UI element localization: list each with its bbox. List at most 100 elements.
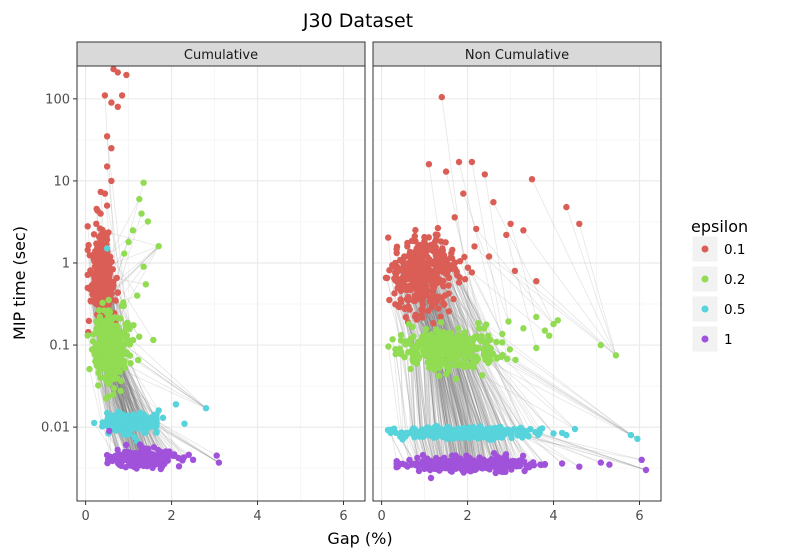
data-point-epsilon-0-1 xyxy=(441,301,448,308)
data-point-epsilon-0-2 xyxy=(487,336,494,344)
connector-line xyxy=(108,245,159,266)
data-point-epsilon-1 xyxy=(638,456,645,463)
connector-line xyxy=(106,205,134,341)
data-point-epsilon-0-1 xyxy=(412,226,419,234)
data-point-epsilon-1 xyxy=(149,464,156,471)
data-point-epsilon-0-2 xyxy=(113,322,121,329)
data-point-epsilon-0-1 xyxy=(533,278,540,285)
data-point-epsilon-0-2 xyxy=(407,365,414,373)
data-point-epsilon-1 xyxy=(454,463,461,470)
data-point-epsilon-0-1 xyxy=(449,246,456,254)
x-tick-label: 4 xyxy=(253,509,261,524)
data-point-epsilon-0-2 xyxy=(98,356,105,363)
data-point-epsilon-0-2 xyxy=(493,338,500,346)
data-point-epsilon-0-5 xyxy=(532,429,539,436)
data-point-epsilon-0-5 xyxy=(104,409,111,417)
data-point-epsilon-0-2 xyxy=(99,333,107,340)
data-point-epsilon-0-2 xyxy=(554,317,561,324)
data-point-epsilon-0-5 xyxy=(402,432,409,440)
data-point-epsilon-1 xyxy=(473,458,480,465)
data-point-epsilon-0-1 xyxy=(114,103,122,111)
data-point-epsilon-0-1 xyxy=(409,256,416,263)
data-point-epsilon-0-2 xyxy=(505,318,512,325)
data-point-epsilon-0-1 xyxy=(90,256,98,263)
connector-line xyxy=(147,427,170,452)
legend-key-dot xyxy=(701,275,709,283)
facet-non-cumulative: Non Cumulative xyxy=(372,41,662,502)
data-point-epsilon-0-1 xyxy=(108,177,115,185)
connector-line xyxy=(467,267,503,335)
data-point-epsilon-0-2 xyxy=(612,352,620,359)
data-point-epsilon-0-5 xyxy=(411,425,418,432)
data-point-epsilon-0-2 xyxy=(142,281,149,288)
connector-line xyxy=(150,417,217,456)
data-point-epsilon-0-5 xyxy=(181,420,188,427)
data-point-epsilon-0-1 xyxy=(471,243,478,250)
data-point-epsilon-0-2 xyxy=(138,210,145,217)
data-point-epsilon-0-2 xyxy=(512,356,519,364)
data-point-epsilon-0-2 xyxy=(457,341,464,348)
data-point-epsilon-0-2 xyxy=(86,365,93,373)
connector-line xyxy=(432,364,444,435)
data-point-epsilon-1 xyxy=(116,461,123,468)
data-point-epsilon-0-5 xyxy=(141,429,148,436)
connector-line xyxy=(439,358,460,437)
data-point-epsilon-0-1 xyxy=(114,69,122,76)
data-point-epsilon-1 xyxy=(472,466,479,473)
connector-line xyxy=(89,369,103,427)
data-point-epsilon-0-1 xyxy=(386,267,393,274)
connector-line xyxy=(452,355,480,435)
connector-line xyxy=(93,422,118,460)
data-point-epsilon-0-2 xyxy=(127,360,134,367)
data-point-epsilon-0-2 xyxy=(533,313,540,321)
connector-line xyxy=(446,365,469,436)
data-point-epsilon-0-2 xyxy=(110,391,117,398)
data-point-epsilon-0-1 xyxy=(102,257,109,264)
data-point-epsilon-0-2 xyxy=(108,376,115,383)
data-point-epsilon-0-1 xyxy=(86,252,93,259)
data-point-epsilon-0-1 xyxy=(442,168,450,175)
data-point-epsilon-0-1 xyxy=(404,243,411,250)
data-point-epsilon-0-1 xyxy=(485,253,493,260)
data-point-epsilon-0-2 xyxy=(117,315,124,322)
data-point-epsilon-0-1 xyxy=(404,268,411,275)
data-point-epsilon-1 xyxy=(103,451,111,459)
data-point-epsilon-0-1 xyxy=(101,283,109,291)
connector-line xyxy=(156,423,220,463)
data-point-epsilon-0-1 xyxy=(109,284,117,292)
data-point-epsilon-0-1 xyxy=(403,287,411,294)
connector-line xyxy=(156,420,220,463)
connector-line xyxy=(481,374,576,430)
data-point-epsilon-0-1 xyxy=(441,292,449,299)
data-point-epsilon-0-2 xyxy=(134,292,141,299)
data-point-epsilon-0-5 xyxy=(147,414,154,421)
data-point-epsilon-0-1 xyxy=(563,203,570,211)
data-point-epsilon-0-2 xyxy=(478,372,486,379)
data-point-epsilon-0-2 xyxy=(93,362,101,369)
data-point-epsilon-0-2 xyxy=(140,179,147,186)
connector-line xyxy=(537,434,647,471)
connector-line xyxy=(439,359,460,431)
x-axis-title: Gap (%) xyxy=(327,529,392,548)
data-point-epsilon-0-2 xyxy=(597,341,604,349)
connector-line xyxy=(441,97,477,359)
data-point-epsilon-0-5 xyxy=(571,425,579,433)
connector-line xyxy=(441,267,476,349)
x-tick-label: 0 xyxy=(81,509,89,524)
data-point-epsilon-0-5 xyxy=(125,423,132,430)
connector-line xyxy=(113,378,155,416)
data-point-epsilon-0-2 xyxy=(110,385,118,392)
connector-line xyxy=(486,347,638,440)
data-point-epsilon-0-5 xyxy=(634,435,641,442)
connector-line xyxy=(412,359,416,430)
data-point-epsilon-0-1 xyxy=(416,254,423,261)
data-point-epsilon-0-2 xyxy=(435,372,443,379)
connector-line xyxy=(446,274,482,341)
data-point-epsilon-0-1 xyxy=(412,238,419,245)
facet-strip xyxy=(76,41,366,67)
data-point-epsilon-0-1 xyxy=(85,317,93,325)
data-point-epsilon-1 xyxy=(466,454,473,462)
connector-line xyxy=(117,359,207,409)
data-point-epsilon-0-2 xyxy=(470,357,477,365)
data-point-epsilon-0-1 xyxy=(438,93,445,101)
